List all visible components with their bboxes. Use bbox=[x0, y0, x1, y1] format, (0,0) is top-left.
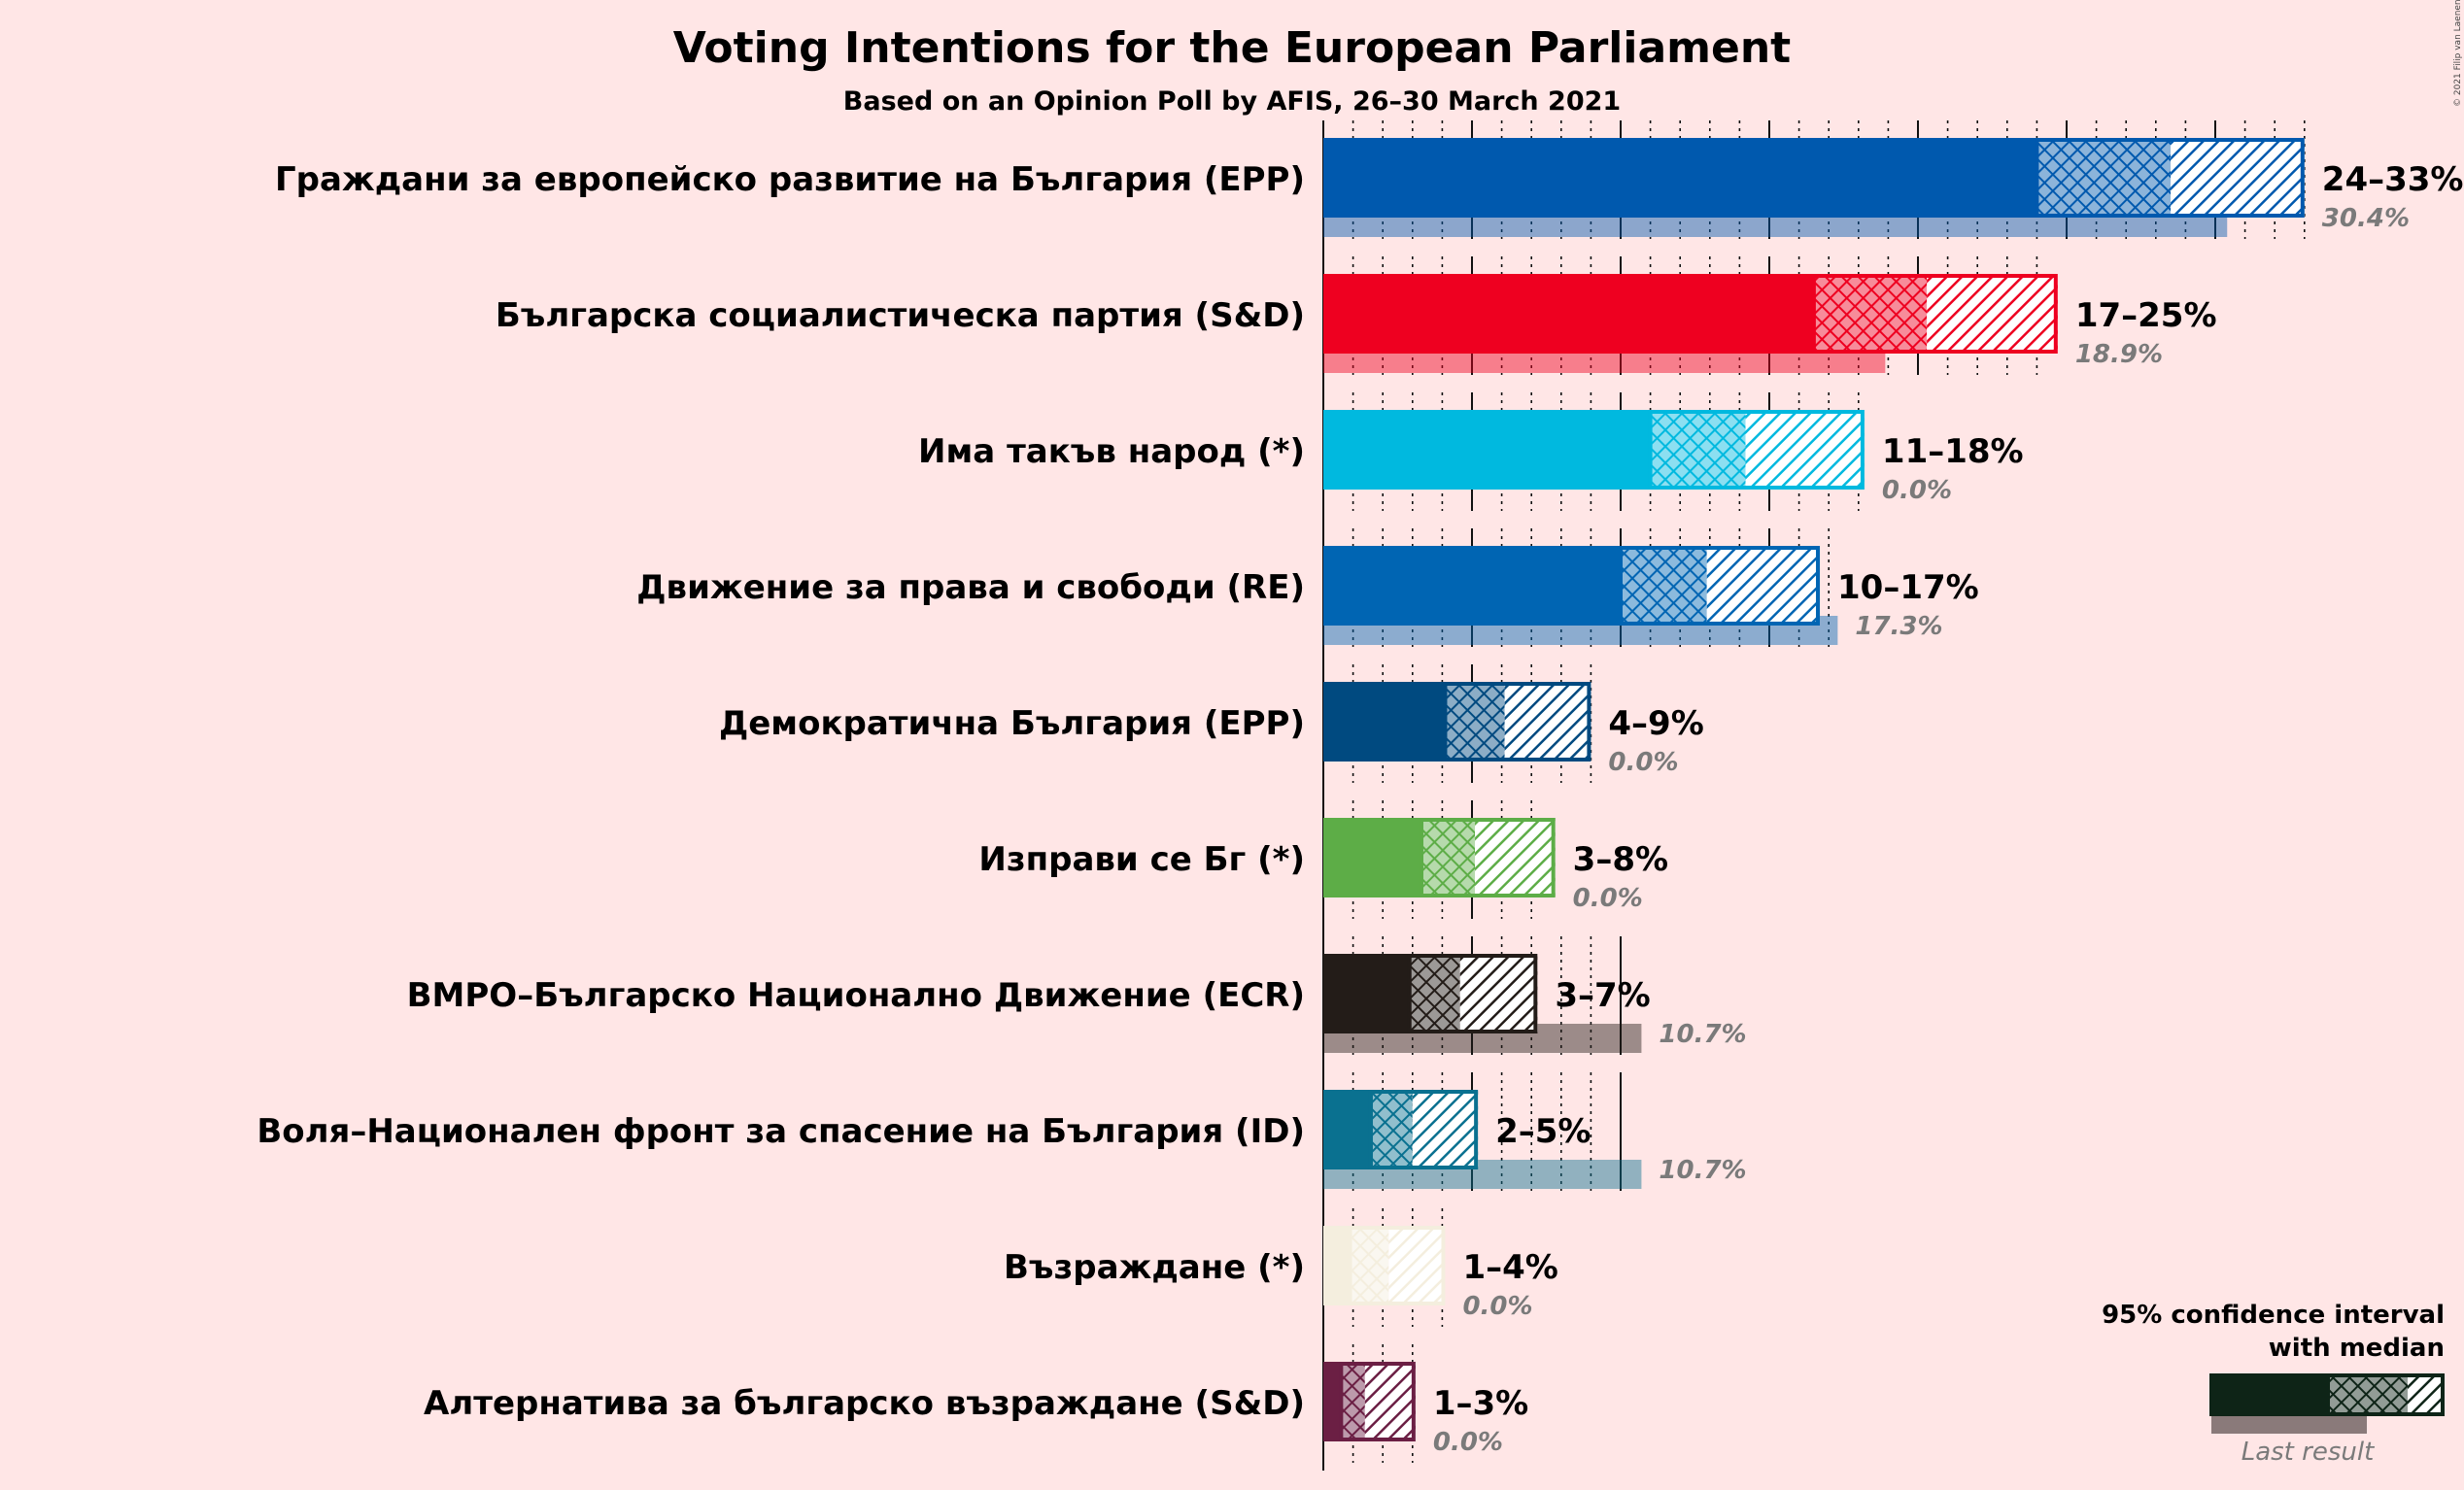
party-row: Воля–Национален фронт за спасение на Бъл… bbox=[257, 1090, 1747, 1189]
last-result-label: 30.4% bbox=[2322, 204, 2410, 233]
range-label: 17–25% bbox=[2075, 296, 2217, 335]
solid-bar bbox=[1323, 1226, 1351, 1305]
party-row: Демократична България (EPP) 4–9% 0.0% bbox=[719, 682, 1704, 777]
party-name: Граждани за европейско развитие на Бълга… bbox=[275, 160, 1305, 199]
ci-lower-bar bbox=[1409, 954, 1460, 1033]
legend: 95% confidence interval with median Last… bbox=[2102, 1301, 2445, 1467]
party-row: Алтернатива за българско възраждане (S&D… bbox=[424, 1362, 1528, 1457]
legend-last-result: Last result bbox=[2242, 1438, 2375, 1467]
ci-outline bbox=[1368, 1090, 1479, 1169]
ci-upper-bar bbox=[1412, 1090, 1479, 1169]
solid-bar bbox=[1323, 274, 1814, 354]
party-row: Граждани за европейско развитие на Бълга… bbox=[275, 138, 2464, 237]
ci-upper-bar bbox=[2171, 138, 2305, 218]
ci-lower-bar bbox=[1420, 818, 1476, 897]
ci-upper-bar bbox=[1388, 1226, 1446, 1305]
last-result-label: 0.0% bbox=[1882, 476, 1952, 505]
party-name: Алтернатива за българско възраждане (S&D… bbox=[424, 1384, 1305, 1423]
ci-outline bbox=[1339, 1362, 1416, 1441]
ci-upper-bar bbox=[1475, 818, 1556, 897]
party-row: Възраждане (*) 1–4% 0.0% bbox=[1004, 1226, 1558, 1321]
legend-title-line1: 95% confidence interval bbox=[2102, 1301, 2445, 1330]
last-result-label: 17.3% bbox=[1855, 612, 1942, 641]
ci-lower-bar bbox=[1621, 546, 1707, 626]
ci-lower-bar bbox=[1370, 1090, 1413, 1169]
ci-outline bbox=[1419, 818, 1556, 897]
range-label: 10–17% bbox=[1837, 568, 1979, 607]
last-result-label: 0.0% bbox=[1433, 1428, 1503, 1457]
range-label: 3–7% bbox=[1555, 976, 1650, 1015]
ci-lower-bar bbox=[1341, 1362, 1365, 1441]
last-result-label: 0.0% bbox=[1608, 748, 1678, 777]
ci-outline bbox=[2035, 138, 2305, 218]
chart-subtitle: Based on an Opinion Poll by AFIS, 26–30 … bbox=[843, 86, 1621, 117]
party-name: Българска социалистическа партия (S&D) bbox=[496, 296, 1305, 335]
legend-outline bbox=[2326, 1373, 2445, 1416]
solid-bar bbox=[1323, 1362, 1342, 1441]
ci-outline bbox=[1648, 410, 1865, 490]
party-row: ВМРО–Българско Национално Движение (ECR)… bbox=[407, 954, 1747, 1053]
solid-bar bbox=[1323, 138, 2037, 218]
ci-upper-bar bbox=[1706, 546, 1821, 626]
party-row: Има такъв народ (*) 11–18% 0.0% bbox=[918, 410, 2024, 505]
party-name: Воля–Национален фронт за спасение на Бъл… bbox=[257, 1112, 1305, 1151]
last-result-label: 18.9% bbox=[2075, 340, 2163, 369]
chart-title: Voting Intentions for the European Parli… bbox=[673, 23, 1791, 73]
legend-solid bbox=[2209, 1373, 2328, 1416]
ci-upper-bar bbox=[1927, 274, 2058, 354]
solid-bar bbox=[1323, 954, 1410, 1033]
last-result-label: 0.0% bbox=[1462, 1292, 1532, 1321]
party-name: Движение за права и свободи (RE) bbox=[636, 568, 1305, 607]
ci-lower-bar bbox=[1650, 410, 1746, 490]
party-name: Демократична България (EPP) bbox=[719, 704, 1305, 743]
range-label: 24–33% bbox=[2322, 160, 2464, 199]
range-label: 2–5% bbox=[1495, 1112, 1591, 1151]
party-row: Движение за права и свободи (RE) 10–17% 17… bbox=[636, 546, 1979, 645]
party-name: Изправи се Бг (*) bbox=[978, 840, 1305, 879]
ci-lower-bar bbox=[1350, 1226, 1389, 1305]
ci-upper-bar bbox=[1745, 410, 1865, 490]
ci-upper-bar bbox=[1504, 682, 1591, 762]
ci-outline bbox=[1619, 546, 1821, 626]
party-name: Има такъв народ (*) bbox=[918, 432, 1305, 471]
range-label: 4–9% bbox=[1608, 704, 1703, 743]
range-label: 1–4% bbox=[1462, 1248, 1557, 1287]
ci-lower-bar bbox=[1445, 682, 1505, 762]
bars: Граждани за европейско развитие на Бълга… bbox=[257, 138, 2464, 1457]
range-label: 1–3% bbox=[1433, 1384, 1528, 1423]
range-label: 3–8% bbox=[1573, 840, 1668, 879]
range-label: 11–18% bbox=[1882, 432, 2024, 471]
ci-outline bbox=[1348, 1226, 1446, 1305]
solid-bar bbox=[1323, 546, 1621, 626]
solid-bar bbox=[1323, 818, 1421, 897]
ci-lower-bar bbox=[2036, 138, 2172, 218]
copyright: © 2021 Filip van Laenen bbox=[2453, 0, 2463, 107]
ci-upper-bar bbox=[1459, 954, 1538, 1033]
party-name: Възраждане (*) bbox=[1004, 1248, 1305, 1287]
legend-title-line2: with median bbox=[2269, 1334, 2445, 1363]
party-row: Изправи се Бг (*) 3–8% 0.0% bbox=[978, 818, 1668, 913]
solid-bar bbox=[1323, 682, 1446, 762]
last-result-label: 0.0% bbox=[1573, 884, 1643, 913]
party-name: ВМРО–Българско Национално Движение (ECR) bbox=[407, 976, 1305, 1015]
ci-outline bbox=[1443, 682, 1591, 762]
legend-cross bbox=[2328, 1373, 2408, 1416]
party-row: Българска социалистическа партия (S&D) 17… bbox=[496, 274, 2217, 373]
legend-last-bar bbox=[2211, 1414, 2367, 1434]
solid-bar bbox=[1323, 410, 1651, 490]
legend-diag bbox=[2408, 1373, 2445, 1416]
solid-bar bbox=[1323, 1090, 1371, 1169]
last-result-label: 10.7% bbox=[1659, 1156, 1746, 1185]
ci-upper-bar bbox=[1364, 1362, 1416, 1441]
ci-lower-bar bbox=[1813, 274, 1928, 354]
ci-outline bbox=[1407, 954, 1538, 1033]
ci-outline bbox=[1811, 274, 2058, 354]
last-result-label: 10.7% bbox=[1659, 1020, 1746, 1049]
